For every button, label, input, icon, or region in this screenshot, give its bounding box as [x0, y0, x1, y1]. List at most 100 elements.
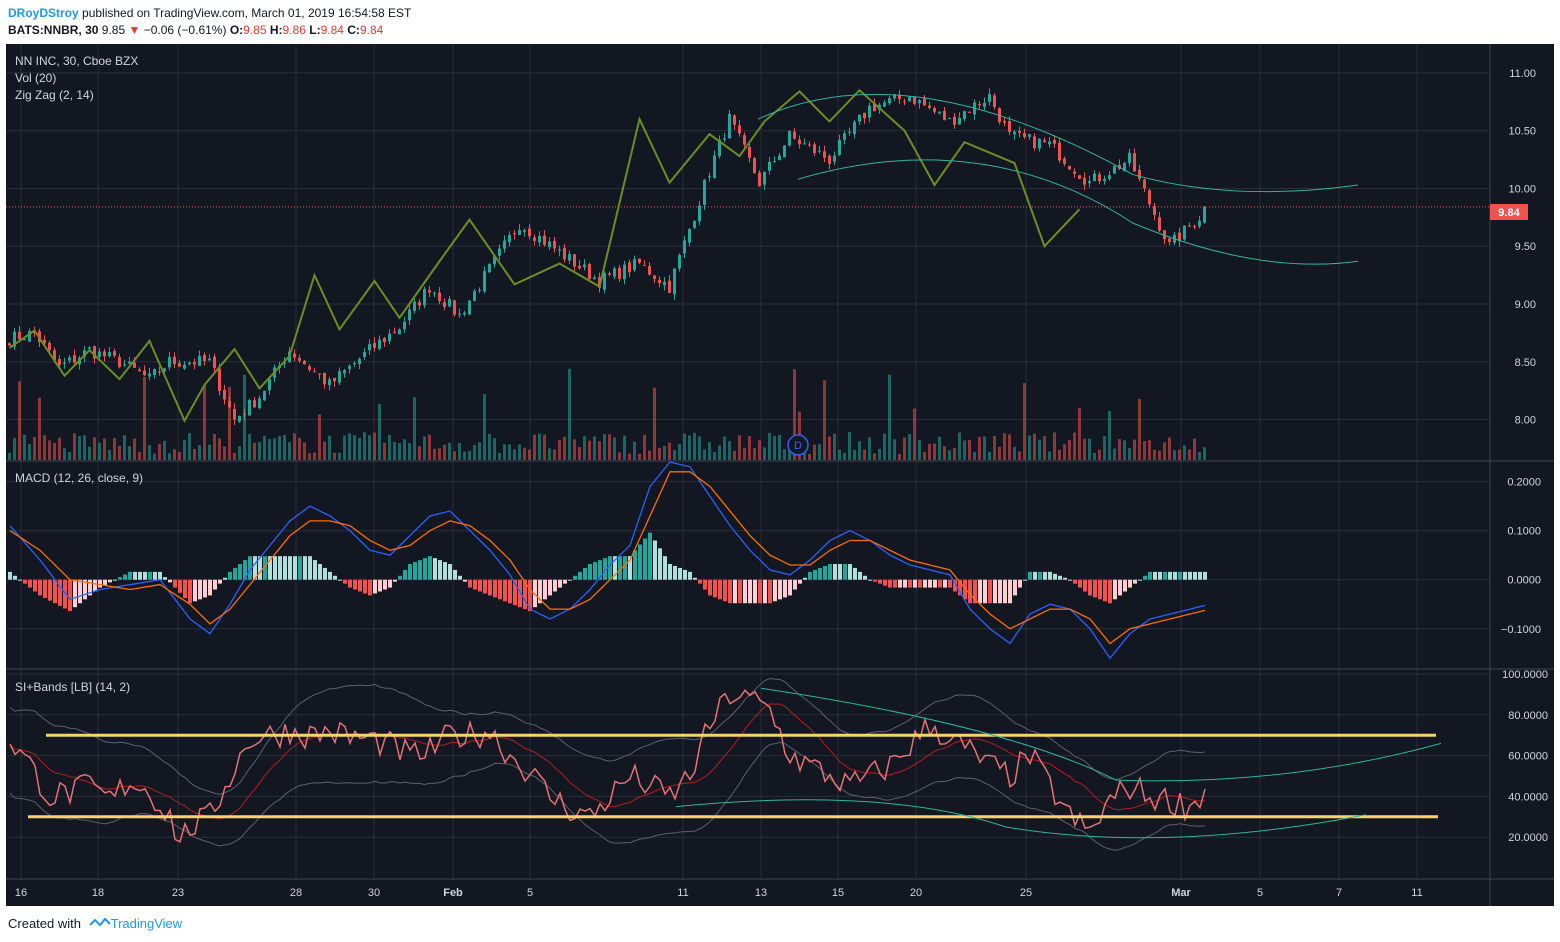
- candle-body: [563, 247, 566, 260]
- footer-brand-link[interactable]: TradingView: [110, 916, 183, 931]
- macd-histogram-bar: [803, 577, 807, 580]
- macd-histogram-bar: [1178, 571, 1182, 580]
- volume-bar: [498, 452, 501, 460]
- open-label: O:: [229, 23, 244, 37]
- macd-histogram-bar: [353, 579, 357, 590]
- candle-body: [988, 93, 991, 102]
- candle-body: [1188, 225, 1191, 227]
- volume-bar: [1038, 439, 1041, 460]
- candle-body: [338, 371, 341, 383]
- macd-histogram-bar: [488, 579, 492, 596]
- volume-bar: [688, 435, 691, 460]
- candle-body: [1113, 165, 1116, 174]
- macd-histogram-bar: [633, 550, 637, 580]
- macd-histogram-bar: [813, 569, 817, 580]
- candle-body: [248, 400, 251, 416]
- si-channel-upper: [760, 687, 1442, 782]
- si-bands-pane[interactable]: [9, 678, 1442, 851]
- candle-body: [443, 301, 446, 307]
- macd-histogram-bar: [363, 579, 367, 594]
- candle-body: [223, 389, 226, 400]
- down-triangle-icon: ▼: [128, 23, 141, 37]
- macd-histogram-bar: [193, 579, 197, 602]
- si-upper-band: [9, 678, 1206, 795]
- volume-bar: [58, 437, 61, 460]
- volume-bar: [478, 442, 481, 460]
- macd-histogram-bar: [328, 571, 332, 580]
- dividend-marker-icon[interactable]: [787, 434, 809, 456]
- candle-body: [798, 139, 801, 145]
- candle-body: [1108, 175, 1111, 180]
- candle-body: [438, 292, 441, 302]
- volume-bar: [898, 453, 901, 460]
- volume-bar: [863, 449, 866, 460]
- macd-histogram-bar: [343, 579, 347, 584]
- candle-body: [408, 309, 411, 321]
- volume-bar: [983, 436, 986, 460]
- volume-bar: [608, 434, 611, 460]
- volume-bar: [363, 432, 366, 460]
- candle-body: [1088, 181, 1091, 184]
- macd-histogram-bar: [118, 577, 122, 580]
- macd-histogram-bar: [83, 579, 87, 600]
- candle-body: [978, 104, 981, 106]
- candle-body: [118, 357, 121, 368]
- volume-bar: [1083, 438, 1086, 460]
- close-label: C:: [347, 23, 360, 37]
- chart-canvas[interactable]: 16 18 23 28 30 Feb 5 11 13 15 20 25 Mar 5 7 11 11.00 10.5…: [6, 44, 1554, 906]
- volume-bar: [1073, 432, 1076, 460]
- candle-body: [363, 351, 366, 358]
- candle-body: [863, 112, 866, 119]
- candle-body: [753, 158, 756, 174]
- macd-histogram-bar: [138, 571, 142, 580]
- candle-body: [28, 330, 31, 342]
- volume-bar: [1018, 451, 1021, 460]
- candle-body: [1018, 130, 1021, 133]
- macd-histogram-bar: [418, 560, 422, 580]
- price-pane[interactable]: [6, 88, 1490, 460]
- volume-bar: [203, 385, 206, 460]
- volume-bar: [168, 453, 171, 460]
- price-tick-label: 9.00: [1515, 299, 1536, 311]
- volume-bar: [1128, 448, 1131, 460]
- macd-histogram-bar: [188, 579, 192, 604]
- macd-histogram-bar: [948, 579, 952, 588]
- candle-body: [493, 256, 496, 265]
- macd-histogram-bar: [558, 579, 562, 588]
- candle-body: [618, 267, 621, 279]
- macd-histogram-bar: [763, 579, 767, 604]
- macd-histogram-bar: [563, 579, 567, 584]
- candle-body: [743, 135, 746, 145]
- author-link[interactable]: DRoyDStroy: [8, 6, 79, 20]
- macd-histogram-bar: [283, 556, 287, 580]
- volume-bar: [438, 448, 441, 460]
- candle-body: [463, 312, 466, 315]
- candle-body: [688, 228, 691, 243]
- macd-histogram-bar: [528, 579, 532, 612]
- volume-bar: [303, 442, 306, 460]
- macd-histogram-bar: [168, 579, 172, 583]
- volume-bar: [508, 444, 511, 460]
- macd-histogram-bar: [668, 564, 672, 580]
- candle-body: [703, 179, 706, 205]
- macd-histogram-bar: [203, 579, 207, 598]
- macd-histogram-bar: [998, 579, 1002, 604]
- candle-body: [1003, 120, 1006, 123]
- macd-histogram-bar: [448, 564, 452, 580]
- macd-pane[interactable]: [8, 461, 1207, 660]
- volume-bar: [1163, 442, 1166, 460]
- candle-body: [738, 125, 741, 134]
- candle-body: [378, 339, 381, 349]
- macd-histogram-bar: [773, 579, 777, 602]
- candle-body: [213, 356, 216, 369]
- macd-histogram-bar: [1058, 575, 1062, 580]
- macd-histogram-bar: [248, 556, 252, 580]
- macd-histogram-bar: [783, 579, 787, 598]
- volume-bar: [1088, 438, 1091, 460]
- macd-histogram-bar: [1003, 579, 1007, 604]
- candle-body: [1023, 133, 1026, 137]
- si-tick-label: 20.0000: [1508, 832, 1548, 844]
- macd-histogram-bar: [453, 569, 457, 580]
- candle-body: [393, 332, 396, 334]
- volume-bar: [158, 443, 161, 460]
